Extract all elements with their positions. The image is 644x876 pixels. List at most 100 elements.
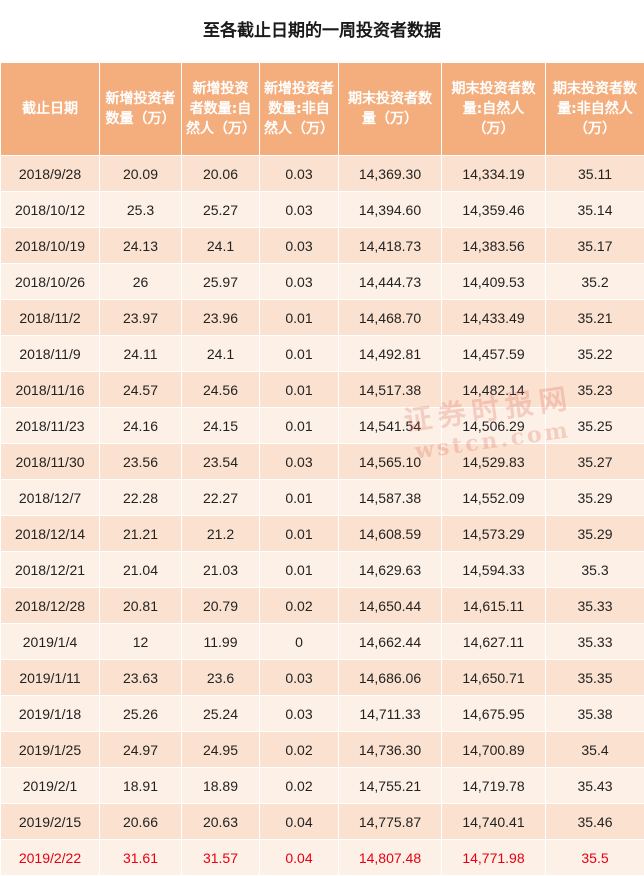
cell-date: 2018/12/28 [1,588,100,624]
cell-new-natural: 31.57 [182,840,260,876]
cell-end-non-natural: 35.14 [546,192,644,228]
cell-end-natural: 14,482.14 [442,372,546,408]
column-header-new-natural: 新增投资者数量:自然人（万） [182,63,260,156]
cell-end-investors: 14,608.59 [339,516,442,552]
cell-date: 2018/10/12 [1,192,100,228]
cell-new-investors: 26 [100,264,182,300]
cell-date: 2018/11/30 [1,444,100,480]
cell-date: 2019/2/15 [1,804,100,840]
cell-new-investors: 18.91 [100,768,182,804]
cell-end-non-natural: 35.38 [546,696,644,732]
cell-new-investors: 25.26 [100,696,182,732]
cell-end-investors: 14,736.30 [339,732,442,768]
cell-end-non-natural: 35.29 [546,480,644,516]
cell-end-investors: 14,686.06 [339,660,442,696]
cell-new-investors: 23.56 [100,444,182,480]
cell-end-investors: 14,369.30 [339,156,442,192]
cell-new-natural: 23.96 [182,300,260,336]
cell-end-investors: 14,650.44 [339,588,442,624]
cell-new-natural: 24.56 [182,372,260,408]
cell-end-natural: 14,594.33 [442,552,546,588]
cell-date: 2018/11/2 [1,300,100,336]
cell-end-natural: 14,457.59 [442,336,546,372]
cell-end-natural: 14,433.49 [442,300,546,336]
cell-new-natural: 11.99 [182,624,260,660]
cell-new-natural: 21.2 [182,516,260,552]
cell-new-natural: 22.27 [182,480,260,516]
cell-end-non-natural: 35.35 [546,660,644,696]
cell-new-natural: 20.79 [182,588,260,624]
cell-end-non-natural: 35.43 [546,768,644,804]
cell-new-non-natural: 0.03 [260,192,339,228]
cell-end-natural: 14,506.29 [442,408,546,444]
cell-new-investors: 12 [100,624,182,660]
cell-end-non-natural: 35.27 [546,444,644,480]
cell-end-natural: 14,334.19 [442,156,546,192]
cell-end-non-natural: 35.17 [546,228,644,264]
cell-new-investors: 25.3 [100,192,182,228]
cell-new-natural: 24.15 [182,408,260,444]
cell-end-natural: 14,675.95 [442,696,546,732]
cell-end-natural: 14,771.98 [442,840,546,876]
cell-new-investors: 21.21 [100,516,182,552]
cell-date: 2018/10/19 [1,228,100,264]
cell-end-investors: 14,662.44 [339,624,442,660]
cell-date: 2018/12/21 [1,552,100,588]
cell-new-non-natural: 0.03 [260,444,339,480]
cell-end-natural: 14,627.11 [442,624,546,660]
cell-end-investors: 14,418.73 [339,228,442,264]
cell-end-non-natural: 35.29 [546,516,644,552]
cell-date: 2018/12/7 [1,480,100,516]
cell-new-investors: 24.13 [100,228,182,264]
cell-end-non-natural: 35.33 [546,588,644,624]
cell-date: 2019/1/25 [1,732,100,768]
cell-end-investors: 14,517.38 [339,372,442,408]
column-header-date: 截止日期 [1,63,100,156]
cell-end-non-natural: 35.33 [546,624,644,660]
cell-date: 2018/11/23 [1,408,100,444]
cell-end-investors: 14,541.54 [339,408,442,444]
cell-new-natural: 25.27 [182,192,260,228]
cell-end-natural: 14,700.89 [442,732,546,768]
cell-date: 2018/10/26 [1,264,100,300]
cell-end-non-natural: 35.5 [546,840,644,876]
cell-new-non-natural: 0.02 [260,588,339,624]
cell-end-natural: 14,552.09 [442,480,546,516]
cell-new-non-natural: 0.03 [260,156,339,192]
cell-new-natural: 24.1 [182,336,260,372]
cell-end-investors: 14,565.10 [339,444,442,480]
cell-end-non-natural: 35.4 [546,732,644,768]
cell-new-non-natural: 0.03 [260,264,339,300]
cell-end-natural: 14,650.71 [442,660,546,696]
cell-new-non-natural: 0.02 [260,732,339,768]
cell-new-non-natural: 0.01 [260,300,339,336]
cell-end-natural: 14,719.78 [442,768,546,804]
cell-new-investors: 21.04 [100,552,182,588]
cell-new-non-natural: 0.01 [260,408,339,444]
cell-date: 2018/11/9 [1,336,100,372]
cell-new-natural: 20.06 [182,156,260,192]
cell-end-natural: 14,359.46 [442,192,546,228]
cell-end-investors: 14,492.81 [339,336,442,372]
cell-end-natural: 14,740.41 [442,804,546,840]
cell-new-investors: 24.11 [100,336,182,372]
cell-new-non-natural: 0.02 [260,768,339,804]
cell-new-natural: 23.54 [182,444,260,480]
cell-new-non-natural: 0 [260,624,339,660]
cell-new-non-natural: 0.01 [260,480,339,516]
cell-end-natural: 14,573.29 [442,516,546,552]
investor-data-table: 截止日期 新增投资者数量（万） 新增投资者数量:自然人（万） 新增投资者数量:非… [0,62,644,876]
cell-end-investors: 14,629.63 [339,552,442,588]
cell-new-natural: 25.24 [182,696,260,732]
